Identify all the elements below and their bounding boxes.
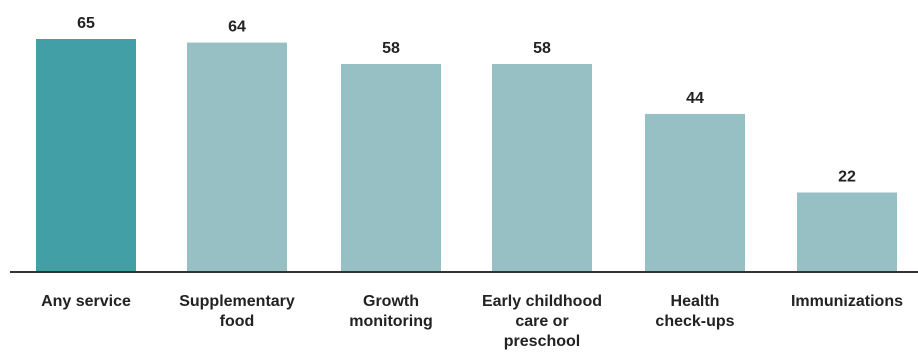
value-label: 65 [77, 15, 95, 32]
category-label-line: food [220, 313, 255, 330]
category-label-line: care or [515, 313, 568, 330]
category-label-line: Immunizations [791, 293, 903, 310]
value-label: 44 [686, 90, 704, 107]
category-label-line: monitoring [349, 313, 433, 330]
category-label-line: Growth [363, 293, 419, 310]
category-label-line: Supplementary [179, 293, 295, 310]
category-labels-group: Any service Supplementary food Growth monito… [41, 293, 903, 350]
category-label: Health check-ups [655, 293, 734, 330]
value-labels-group: 65 64 58 58 44 22 [77, 15, 856, 185]
category-label-line: Any service [41, 293, 131, 310]
bar [797, 192, 897, 271]
category-label: Early childhood care or preschool [482, 293, 602, 350]
bars-group [36, 39, 897, 271]
value-label: 22 [838, 168, 856, 185]
bar [187, 42, 287, 271]
bar [645, 113, 745, 271]
bar [492, 63, 592, 271]
bar [36, 39, 136, 271]
category-label-line: Health [671, 293, 720, 310]
category-label: Growth monitoring [349, 293, 433, 330]
category-label-line: Early childhood [482, 293, 602, 310]
category-label: Any service [41, 293, 131, 310]
value-label: 58 [533, 40, 551, 57]
value-label: 64 [228, 19, 246, 36]
category-label: Immunizations [791, 293, 903, 310]
value-label: 58 [382, 40, 400, 57]
category-label-line: preschool [504, 333, 580, 350]
category-label: Supplementary food [179, 293, 295, 330]
category-label-line: check-ups [655, 313, 734, 330]
bar [341, 63, 441, 271]
